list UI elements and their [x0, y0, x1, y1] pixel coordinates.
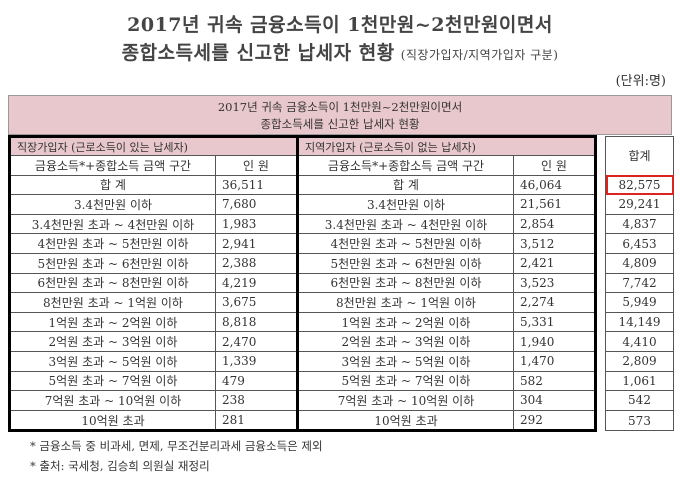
- total-cell: 4,410: [605, 331, 674, 352]
- right-range-cell: 2억원 초과 ~ 3억원 이하: [296, 331, 514, 352]
- right-people-cell: 46,064: [513, 174, 597, 196]
- right-people-cell: 2,421: [513, 252, 597, 274]
- table-row: 합 계 36,511 합 계 46,064 82,575: [8, 174, 674, 196]
- right-people-cell: 582: [513, 370, 597, 392]
- right-people-cell: 292: [513, 409, 597, 433]
- left-people-cell: 2,388: [215, 252, 299, 274]
- right-range-cell: 6천만원 초과 ~ 8천만원 이하: [296, 272, 514, 294]
- table-row: 3억원 초과 ~ 5억원 이하 1,339 3억원 초과 ~ 5억원 이하 1,470…: [8, 350, 674, 372]
- left-people-header: 인 원: [215, 155, 299, 176]
- left-people-cell: 2,470: [215, 331, 299, 352]
- table-row: 5억원 초과 ~ 7억원 이하 479 5억원 초과 ~ 7억원 이하 582 1,06…: [8, 370, 674, 392]
- group-left-header: 직장가입자 (근로소득이 있는 납세자): [8, 135, 299, 156]
- left-people-cell: 479: [215, 370, 299, 392]
- left-range-cell: 4천만원 초과 ~ 5천만원 이하: [8, 233, 216, 254]
- right-people-cell: 1,470: [513, 350, 597, 372]
- right-range-cell: 3.4천만원 이하: [296, 194, 514, 215]
- total-cell: 2,809: [605, 350, 674, 372]
- group-right-header: 지역가입자 (근로소득이 없는 납세자): [296, 135, 597, 156]
- table-row: 5천만원 초과 ~ 6천만원 이하 2,388 5천만원 초과 ~ 6천만원 이하 2…: [8, 252, 674, 274]
- footnote-1: * 금융소득 중 비과세, 면제, 무조건분리과세 금융소득은 제외: [30, 439, 323, 453]
- left-range-cell: 1억원 초과 ~ 2억원 이하: [8, 311, 216, 333]
- total-cell: 29,241: [605, 194, 674, 215]
- left-people-cell: 8,818: [215, 311, 299, 333]
- right-people-cell: 21,561: [513, 194, 597, 215]
- total-cell: 542: [605, 390, 674, 411]
- right-people-cell: 304: [513, 390, 597, 411]
- banner-line1: 2017년 귀속 금융소득이 1천만원~2천만원이면서: [217, 100, 463, 114]
- right-people-cell: 3,512: [513, 233, 597, 254]
- total-cell: 82,575: [605, 174, 674, 196]
- left-people-cell: 238: [215, 390, 299, 411]
- right-people-cell: 5,331: [513, 311, 597, 333]
- left-people-cell: 1,339: [215, 350, 299, 372]
- total-cell: 7,742: [605, 272, 674, 294]
- left-people-cell: 7,680: [215, 194, 299, 215]
- table-row: 10억원 초과 281 10억원 초과 292 573: [8, 409, 674, 433]
- page-title-line1: 2017년 귀속 금융소득이 1천만원~2천만원이면서: [127, 14, 553, 36]
- table-row: 3.4천만원 초과 ~ 4천만원 이하 1,983 3.4천만원 초과 ~ 4천만원…: [8, 213, 674, 235]
- right-people-cell: 2,274: [513, 292, 597, 313]
- right-range-cell: 5천만원 초과 ~ 6천만원 이하: [296, 252, 514, 274]
- banner-line2: 종합소득세를 신고한 납세자 현황: [260, 117, 420, 131]
- left-range-cell: 6천만원 초과 ~ 8천만원 이하: [8, 272, 216, 294]
- left-range-header: 금융소득*+종합소득 금액 구간: [8, 155, 216, 176]
- right-range-cell: 8천만원 초과 ~ 1억원 이하: [296, 292, 514, 313]
- right-range-cell: 합 계: [296, 174, 514, 196]
- right-range-cell: 1억원 초과 ~ 2억원 이하: [296, 311, 514, 333]
- left-people-cell: 4,219: [215, 272, 299, 294]
- unit-label: (단위:명): [615, 74, 666, 89]
- total-cell: 4,809: [605, 252, 674, 274]
- left-range-cell: 10억원 초과: [8, 409, 216, 433]
- total-cell: 6,453: [605, 233, 674, 254]
- table-row: 2억원 초과 ~ 3억원 이하 2,470 2억원 초과 ~ 3억원 이하 1,940…: [8, 331, 674, 352]
- left-range-cell: 3억원 초과 ~ 5억원 이하: [8, 350, 216, 372]
- left-range-cell: 3.4천만원 이하: [8, 194, 216, 215]
- page-title-line2: 종합소득세를 신고한 납세자 현황 (직장가입자/지역가입자 구분): [0, 38, 680, 65]
- table-row: 6천만원 초과 ~ 8천만원 이하 4,219 6천만원 초과 ~ 8천만원 이하 3…: [8, 272, 674, 294]
- footnotes: * 금융소득 중 비과세, 면제, 무조건분리과세 금융소득은 제외 * 출처:…: [30, 436, 323, 476]
- left-people-cell: 3,675: [215, 292, 299, 313]
- left-people-cell: 2,941: [215, 233, 299, 254]
- left-range-cell: 5천만원 초과 ~ 6천만원 이하: [8, 252, 216, 274]
- table-row: 1억원 초과 ~ 2억원 이하 8,818 1억원 초과 ~ 2억원 이하 5,331…: [8, 311, 674, 333]
- left-range-cell: 2억원 초과 ~ 3억원 이하: [8, 331, 216, 352]
- right-people-header: 인 원: [513, 155, 597, 176]
- left-range-cell: 3.4천만원 초과 ~ 4천만원 이하: [8, 213, 216, 235]
- total-cell: 573: [605, 409, 674, 432]
- right-range-cell: 4천만원 초과 ~ 5천만원 이하: [296, 233, 514, 254]
- left-range-cell: 8천만원 초과 ~ 1억원 이하: [8, 292, 216, 313]
- total-column-header: 합계: [605, 136, 674, 176]
- group-header-row: 직장가입자 (근로소득이 있는 납세자) 지역가입자 (근로소득이 없는 납세자…: [8, 135, 674, 176]
- right-people-cell: 3,523: [513, 272, 597, 294]
- table-row: 3.4천만원 이하 7,680 3.4천만원 이하 21,561 29,241: [8, 194, 674, 215]
- right-range-cell: 3.4천만원 초과 ~ 4천만원 이하: [296, 213, 514, 235]
- left-people-cell: 1,983: [215, 213, 299, 235]
- right-people-cell: 1,940: [513, 331, 597, 352]
- table-banner: 2017년 귀속 금융소득이 1천만원~2천만원이면서 종합소득세를 신고한 납…: [8, 95, 672, 135]
- table-row: 7억원 초과 ~ 10억원 이하 238 7억원 초과 ~ 10억원 이하 304 54…: [8, 390, 674, 411]
- right-range-cell: 5억원 초과 ~ 7억원 이하: [296, 370, 514, 392]
- left-range-cell: 5억원 초과 ~ 7억원 이하: [8, 370, 216, 392]
- total-cell: 5,949: [605, 292, 674, 313]
- table-row: 4천만원 초과 ~ 5천만원 이하 2,941 4천만원 초과 ~ 5천만원 이하 3…: [8, 233, 674, 254]
- right-range-cell: 3억원 초과 ~ 5억원 이하: [296, 350, 514, 372]
- left-range-cell: 7억원 초과 ~ 10억원 이하: [8, 390, 216, 411]
- title-line2-main: 종합소득세를 신고한 납세자 현황: [121, 42, 395, 64]
- title-line2-sub: (직장가입자/지역가입자 구분): [400, 48, 559, 62]
- total-cell: 14,149: [605, 311, 674, 333]
- table-row: 8천만원 초과 ~ 1억원 이하 3,675 8천만원 초과 ~ 1억원 이하 2,2…: [8, 292, 674, 313]
- left-range-cell: 합 계: [8, 174, 216, 196]
- right-range-header: 금융소득*+종합소득 금액 구간: [296, 155, 514, 176]
- left-people-cell: 36,511: [215, 174, 299, 196]
- total-cell: 4,837: [605, 213, 674, 235]
- right-people-cell: 2,854: [513, 213, 597, 235]
- data-table: 직장가입자 (근로소득이 있는 납세자) 지역가입자 (근로소득이 없는 납세자…: [8, 135, 674, 433]
- column-header-row: 금융소득*+종합소득 금액 구간 인 원 금융소득*+종합소득 금액 구간 인 …: [8, 155, 674, 176]
- right-range-cell: 7억원 초과 ~ 10억원 이하: [296, 390, 514, 411]
- right-range-cell: 10억원 초과: [296, 409, 514, 433]
- left-people-cell: 281: [215, 409, 299, 433]
- footnote-2: * 출처: 국세청, 김승희 의원실 재정리: [30, 459, 210, 473]
- total-cell: 1,061: [605, 370, 674, 392]
